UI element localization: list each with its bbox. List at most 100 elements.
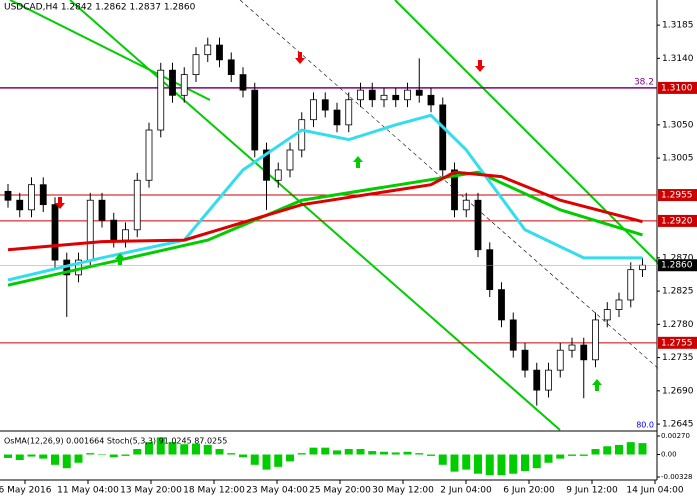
candle-body xyxy=(592,319,599,361)
candle-body xyxy=(533,369,541,391)
candle-body xyxy=(486,249,494,291)
candle-body xyxy=(263,149,270,181)
candle-body xyxy=(415,89,423,96)
time-label: 18 May 12:00 xyxy=(183,486,245,496)
osma-bar xyxy=(297,453,306,455)
osma-bar xyxy=(98,454,106,456)
osma-bar xyxy=(250,454,259,465)
time-label: 6 May 2016 xyxy=(0,486,52,496)
candle-body xyxy=(180,74,188,96)
time-label: 9 Jun 12:00 xyxy=(566,486,618,496)
level-label: 1.2955 xyxy=(661,191,693,201)
osma-bar xyxy=(15,454,24,460)
time-label: 30 May 12:00 xyxy=(372,486,434,496)
osma-bar xyxy=(438,454,447,465)
candle-body xyxy=(192,54,200,76)
osma-bar xyxy=(391,452,400,455)
candle-body xyxy=(286,149,294,171)
osma-bar xyxy=(239,454,247,458)
candle-body xyxy=(145,129,153,181)
candle-body xyxy=(251,89,259,151)
level-label: 1.2755 xyxy=(661,338,693,348)
candle-body xyxy=(580,344,588,361)
osma-bar xyxy=(368,451,377,455)
candle-body xyxy=(404,89,411,101)
osma-bar xyxy=(568,454,576,456)
osma-bar xyxy=(156,437,165,455)
osma-bar xyxy=(344,449,353,455)
osma-bar xyxy=(603,446,612,455)
candle-body xyxy=(321,99,329,111)
osma-bar xyxy=(591,449,600,455)
y-tick-label: 1.3050 xyxy=(662,120,694,130)
candle-body xyxy=(51,204,59,261)
osma-bar xyxy=(203,444,212,455)
level-label-box xyxy=(658,81,697,94)
osma-bar xyxy=(168,442,177,455)
candle-body xyxy=(545,369,552,391)
signal-arrow xyxy=(592,379,602,391)
osma-bar xyxy=(274,454,283,467)
candle-body xyxy=(474,199,482,251)
osma-bar xyxy=(333,450,341,455)
time-label: 13 May 20:00 xyxy=(120,486,182,496)
osma-bar xyxy=(474,454,482,474)
time-label: 11 May 04:00 xyxy=(57,486,119,496)
signal-arrow xyxy=(353,156,363,168)
candle-body xyxy=(427,94,435,106)
candle-body xyxy=(451,169,458,211)
osma-bar xyxy=(509,454,518,474)
candle-body xyxy=(498,289,505,321)
y-tick-label: 1.3140 xyxy=(662,54,694,64)
time-label: 25 May 20:00 xyxy=(309,486,371,496)
y-tick-label: 1.2690 xyxy=(662,386,694,396)
y-tick-label: 1.2735 xyxy=(662,353,694,363)
moving-average xyxy=(7,170,643,252)
y-tick-label: 1.2870 xyxy=(662,253,694,263)
candle-body xyxy=(368,89,376,101)
osma-bar xyxy=(192,443,200,455)
osma-bar xyxy=(109,454,118,458)
current-price-box xyxy=(658,259,697,272)
candle-body xyxy=(298,119,306,151)
candle-body xyxy=(133,179,141,231)
osma-bar xyxy=(74,454,83,463)
candle-body xyxy=(39,184,47,206)
osma-bar xyxy=(521,454,529,471)
osma-bar xyxy=(133,449,142,455)
candle-body xyxy=(380,94,388,101)
moving-average xyxy=(7,170,643,287)
osma-bar xyxy=(626,442,635,455)
y-tick-label: 1.2645 xyxy=(662,420,694,430)
osma-bar xyxy=(615,444,623,455)
indicator-tick-label: 0.00270 xyxy=(661,432,690,440)
osma-bar xyxy=(638,443,647,455)
osma-bar xyxy=(356,449,365,455)
time-label: 6 Jun 20:00 xyxy=(503,486,555,496)
candle-body xyxy=(357,89,364,101)
candle-body xyxy=(86,199,94,261)
osma-bar xyxy=(62,454,71,469)
level-label-box xyxy=(658,214,697,227)
chart-header: USDCAD,H4 1.2842 1.2862 1.2837 1.2860 xyxy=(4,3,196,13)
indicator-tick-label: -0.00328 xyxy=(661,473,692,481)
osma-bar xyxy=(86,453,95,455)
candle-body xyxy=(239,74,247,91)
osma-bar xyxy=(121,454,130,456)
osma-bar xyxy=(415,453,424,455)
osma-bar xyxy=(380,451,388,455)
level-label-box xyxy=(658,189,697,202)
osma-bar xyxy=(450,454,459,472)
current-price-label: 1.2860 xyxy=(661,261,693,271)
candle-body xyxy=(216,44,223,61)
candle-body xyxy=(204,44,212,56)
osma-bar xyxy=(27,454,36,457)
osma-bar xyxy=(309,447,318,455)
moving-average xyxy=(7,113,643,282)
osma-bar xyxy=(286,454,294,462)
candle-body xyxy=(122,229,129,241)
y-tick-label: 1.2825 xyxy=(662,287,694,297)
fib-label: 38.2 xyxy=(634,77,654,87)
